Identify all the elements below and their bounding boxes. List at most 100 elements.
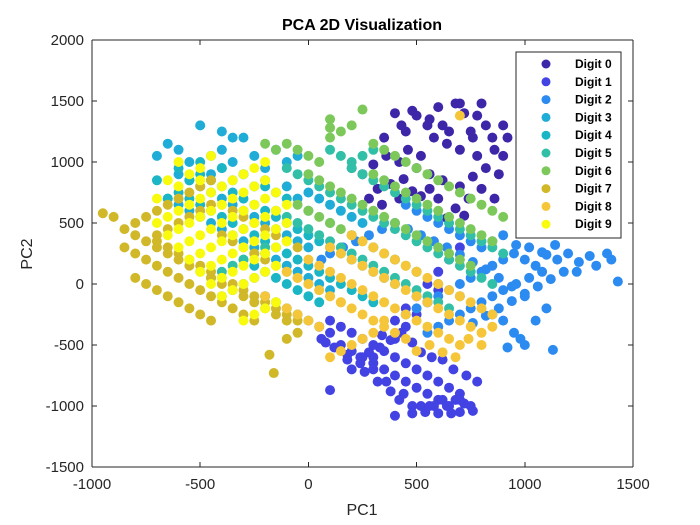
data-point [357,309,368,320]
data-point [463,333,474,344]
data-point [151,285,162,296]
data-point [346,340,357,350]
data-point [249,199,260,210]
data-point [270,187,281,198]
data-point [238,132,249,143]
data-point [398,174,409,185]
data-point [206,187,217,198]
data-point [303,254,314,265]
data-point [389,181,400,192]
x-tick-label: -500 [185,476,215,493]
data-point [400,224,411,235]
data-point [195,230,206,241]
data-point [249,291,260,302]
legend-label: Digit 1 [575,75,612,89]
legend-marker [541,166,551,176]
legend-marker [541,130,551,140]
data-point [151,150,162,161]
data-point [325,266,336,277]
data-point [325,132,336,143]
data-point [379,272,390,283]
data-point [422,297,433,308]
data-point [379,248,390,259]
data-point [407,401,418,411]
data-point [591,260,602,271]
data-point [422,169,433,180]
data-point [506,296,517,307]
data-point [368,352,379,363]
data-point [389,352,400,363]
data-point [260,157,271,167]
data-point [537,266,548,277]
data-point [487,132,498,143]
data-point [292,327,303,338]
data-point [357,150,368,161]
data-point [162,211,173,222]
data-point [511,239,522,250]
data-point [316,333,327,344]
data-point [184,303,195,314]
data-point [541,303,552,314]
data-point [238,169,249,180]
data-point [238,187,249,198]
data-point [173,297,184,308]
data-point [545,274,556,285]
data-point [530,260,541,271]
data-point [411,266,422,277]
data-point [493,303,504,314]
data-point [519,288,530,299]
data-point [381,376,392,387]
data-point [389,410,400,421]
data-point [173,224,184,235]
data-point [195,309,206,320]
data-point [173,242,184,253]
data-point [292,254,303,265]
data-point [573,257,584,268]
data-point [379,211,390,222]
data-point [314,211,325,222]
data-point [433,205,444,216]
data-point [335,321,346,332]
data-point [270,272,281,283]
data-point [184,199,195,210]
data-point [411,110,422,121]
data-point [422,321,433,332]
data-point [227,193,238,204]
data-point [355,352,366,363]
data-point [487,309,498,320]
data-point [411,315,422,326]
data-point [472,150,483,161]
data-point [489,193,500,204]
data-point [389,327,400,338]
data-point [357,169,368,180]
data-point [422,370,433,381]
data-point [281,181,292,192]
data-point [400,333,411,344]
data-point [422,272,433,283]
data-point [433,102,444,113]
data-point [379,315,390,326]
data-point [216,199,227,210]
data-point [357,236,368,247]
data-point [465,321,476,332]
data-point [411,291,422,302]
data-point [130,248,141,259]
data-point [325,242,336,253]
data-point [216,163,227,174]
data-point [325,327,336,338]
data-point [422,236,433,247]
series-digit-8 [260,110,498,363]
data-point [346,120,357,131]
data-point [141,211,152,222]
data-point [281,218,292,228]
data-point [227,175,238,186]
data-point [459,210,470,221]
data-point [292,199,303,210]
data-point [162,199,173,210]
data-point [303,291,314,302]
data-point [465,126,476,137]
legend-marker [541,184,551,194]
data-point [325,218,336,228]
data-point [346,279,357,289]
data-point [292,169,303,180]
